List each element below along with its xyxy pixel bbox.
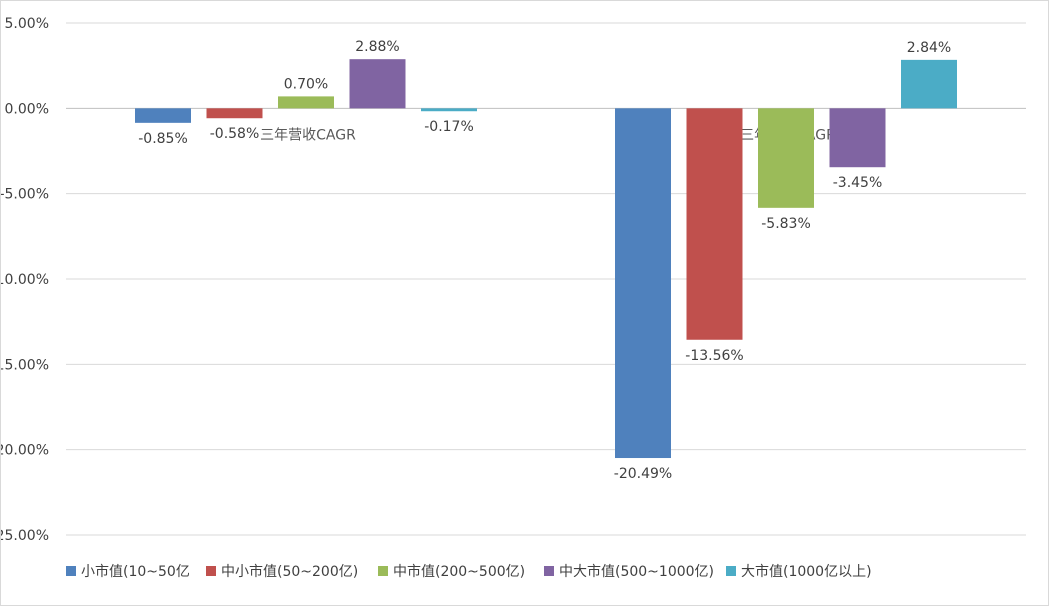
data-label: -0.58% <box>210 126 260 142</box>
bar <box>901 59 957 109</box>
legend-swatch <box>378 566 388 576</box>
bar <box>686 108 743 340</box>
legend-swatch <box>206 566 216 576</box>
y-tick-label: 0.00% <box>5 101 49 117</box>
bar <box>206 108 263 119</box>
data-label: -0.17% <box>424 119 474 135</box>
legend-swatch <box>544 566 554 576</box>
data-label: -13.56% <box>685 348 743 364</box>
legend-label: 中小市值(50~200亿) <box>221 563 358 580</box>
legend-swatch <box>66 566 76 576</box>
bar <box>278 96 334 109</box>
y-tick-label: 5.00% <box>5 16 49 32</box>
data-label: -20.49% <box>614 466 672 482</box>
legend-label: 中市值(200~500亿) <box>393 563 525 580</box>
legend-swatch <box>726 566 736 576</box>
category-label: 三年营收CAGR <box>260 127 356 143</box>
bar <box>829 108 886 168</box>
data-label: 2.88% <box>355 39 399 55</box>
y-tick-label: -20.00% <box>1 443 49 459</box>
bar <box>615 108 671 459</box>
y-tick-label: -15.00% <box>1 357 49 373</box>
legend-label: 小市值(10~50亿 <box>81 563 190 580</box>
data-label: 0.70% <box>284 76 328 92</box>
y-tick-label: -10.00% <box>1 272 49 288</box>
y-tick-label: -5.00% <box>1 187 49 203</box>
bar <box>758 108 814 208</box>
legend-label: 大市值(1000亿以上) <box>741 563 872 580</box>
y-tick-label: -25.00% <box>1 528 49 544</box>
data-label: -5.83% <box>761 216 811 232</box>
bar <box>135 108 191 123</box>
legend-label: 中大市值(500~1000亿) <box>559 563 714 580</box>
data-label: 2.84% <box>907 40 951 56</box>
bar <box>349 59 406 109</box>
bar <box>421 108 477 112</box>
data-label: -3.45% <box>833 175 883 191</box>
data-label: -0.85% <box>138 131 188 147</box>
